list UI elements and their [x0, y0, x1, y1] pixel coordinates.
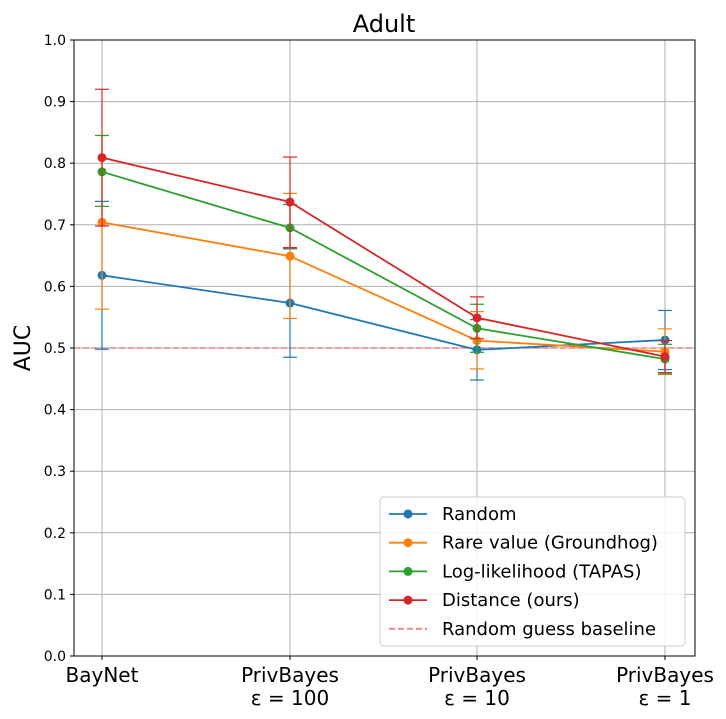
x-tick-label-sub: ε = 100	[251, 686, 329, 710]
series-distance-ours	[95, 88, 672, 374]
y-tick-label: 0.6	[44, 279, 66, 295]
y-tick-label: 0.8	[44, 156, 66, 172]
y-tick-label: 0.0	[44, 649, 66, 665]
y-tick-label: 0.2	[44, 526, 66, 542]
y-tick-label: 0.3	[44, 464, 66, 480]
series-line	[101, 221, 666, 353]
data-point	[285, 197, 295, 207]
y-tick-label: 0.7	[44, 218, 66, 234]
legend: Random Rare value (Groundhog) Log-likeliho…	[379, 496, 686, 647]
x-tick-label: PrivBayes	[616, 663, 714, 687]
series-line	[101, 274, 666, 351]
y-tick-label: 0.4	[44, 403, 66, 419]
legend-swatch-marker	[403, 509, 413, 519]
legend-label: Random guess baseline	[442, 619, 656, 640]
legend-swatch-marker	[403, 595, 413, 605]
series-log-likelihood-tapas	[95, 134, 672, 375]
legend-label: Random	[442, 504, 517, 525]
data-point	[472, 313, 482, 323]
data-point	[660, 352, 670, 362]
x-tick-label: BayNet	[66, 663, 139, 687]
legend-label: Log-likelihood (TAPAS)	[442, 561, 642, 582]
series-rare-value-groundhog	[95, 134, 672, 376]
y-axis-label: AUC	[11, 325, 36, 372]
x-tick-label: PrivBayes	[428, 663, 526, 687]
y-axis-ticks: 0.0 0.1 0.2 0.3 0.4 0.5 0.6 0.7 0.8 0.9 1.0	[44, 33, 74, 665]
y-tick-label: 1.0	[44, 33, 66, 49]
y-tick-label: 0.1	[44, 587, 66, 603]
legend-swatch-marker	[403, 538, 413, 548]
chart-title: Adult	[353, 10, 416, 38]
series-random	[95, 200, 672, 381]
x-tick-label-sub: ε = 1	[638, 686, 691, 710]
y-tick-label: 0.5	[44, 341, 66, 357]
data-point	[97, 153, 107, 163]
x-tick-label-sub: ε = 10	[444, 686, 510, 710]
legend-label: Distance (ours)	[442, 590, 580, 611]
data-point	[285, 251, 295, 261]
legend-label: Rare value (Groundhog)	[442, 533, 658, 554]
series-line	[101, 170, 666, 360]
legend-swatch-marker	[403, 566, 413, 576]
x-tick-label: PrivBayes	[241, 663, 339, 687]
y-tick-label: 0.9	[44, 95, 66, 111]
legend-box	[379, 496, 686, 647]
series-line	[101, 156, 666, 358]
series-layer	[95, 88, 672, 381]
